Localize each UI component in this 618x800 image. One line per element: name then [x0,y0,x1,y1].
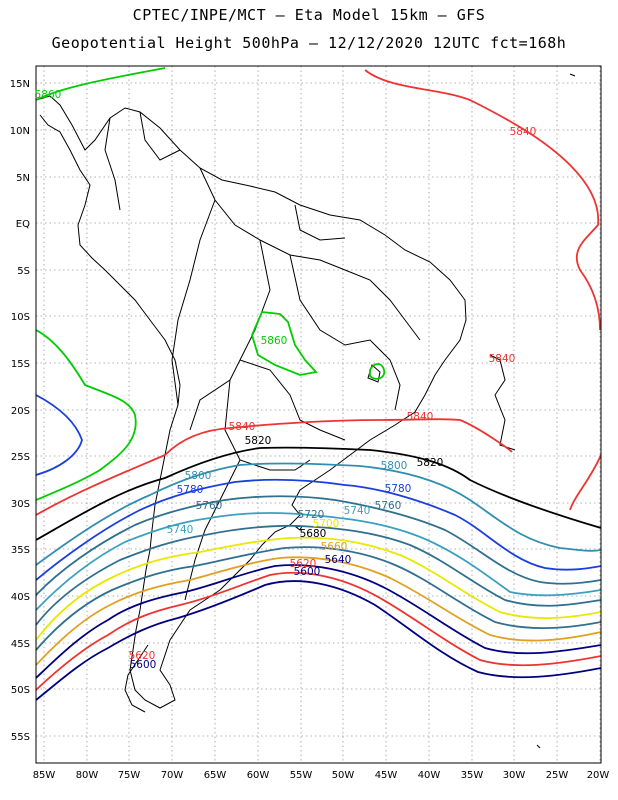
lon-tick-label: 25W [546,770,569,781]
lon-tick-label: 30W [503,770,526,781]
contour-5680 [36,546,601,651]
lon-tick-label: 85W [33,770,56,781]
contour-5700 [36,536,601,641]
latitude-labels: 15N 10N 5N EQ 5S 10S 15S 20S 25S 30S 35S 40S 45S 50S 5… [10,79,30,743]
lat-tick-label: 10N [10,126,30,137]
contour-5800 [36,462,601,566]
lon-tick-label: 80W [76,770,99,781]
contour-label: 5760 [375,500,402,512]
lon-tick-label: 55W [290,770,313,781]
contour-label: 5640 [325,554,352,566]
contour-label: 5720 [298,509,325,521]
contour-label: 5780 [177,484,204,496]
coastline [36,95,467,713]
contour-5860-central [251,311,318,376]
contour-5600 [36,580,601,701]
lat-tick-label: 5S [17,266,30,277]
contour-labels: 5860 5860 5840 5840 5840 5840 5820 5820 5800 5800… [35,89,537,671]
contour-label: 5760 [196,500,223,512]
lat-tick-label: 40S [11,592,30,603]
contour-label: 5600 [294,566,321,578]
lon-tick-label: 20W [587,770,610,781]
graticule [36,66,601,763]
contour-label: 5820 [417,457,444,469]
contour-5780 [36,478,601,581]
contour-label: 5780 [385,483,412,495]
contour-label: 5860 [35,89,62,101]
contour-5620 [36,571,601,691]
map-title-line1: CPTEC/INPE/MCT – Eta Model 15km – GFS [132,6,486,24]
lon-tick-label: 45W [375,770,398,781]
contour-label: 5860 [261,335,288,347]
lat-tick-label: 5N [16,173,30,184]
lat-tick-label: EQ [16,219,30,230]
map-title-line2: Geopotential Height 500hPa – 12/12/2020 … [51,34,567,52]
contour-label: 5800 [381,460,408,472]
lat-tick-label: 15S [11,359,30,370]
lon-tick-label: 40W [418,770,441,781]
longitude-labels: 85W 80W 75W 70W 65W 60W 55W 50W 45W 40W 35W 30W 25W 2… [33,770,610,781]
lat-tick-label: 45S [11,639,30,650]
contour-label: 5840 [407,411,434,423]
contour-5840-main [36,418,513,516]
contour-label: 5820 [245,435,272,447]
lon-tick-label: 75W [118,770,141,781]
contour-5840-east [569,454,601,511]
lon-tick-label: 35W [461,770,484,781]
contour-label: 5620 [129,650,156,662]
contour-label: 5620 [290,558,317,570]
lat-tick-label: 10S [11,312,30,323]
contour-label: 5740 [344,505,371,517]
contour-label: 5840 [489,353,516,365]
lat-tick-label: 50S [11,685,30,696]
contour-5840-west-blue [36,394,83,476]
contour-5740 [36,512,601,611]
contour-5760 [36,495,601,596]
contour-5860-north [36,67,166,101]
contour-label: 5680 [300,528,327,540]
contour-label: 5700 [313,518,340,530]
contour-5860-west [36,329,137,501]
lon-tick-label: 70W [161,770,184,781]
lat-tick-label: 35S [11,545,30,556]
lat-tick-label: 55S [11,732,30,743]
lat-tick-label: 25S [11,452,30,463]
lon-tick-label: 60W [247,770,270,781]
contour-5860-small [369,363,386,380]
lat-tick-label: 30S [11,499,30,510]
contour-label: 5600 [130,659,157,671]
contour-label: 5660 [321,541,348,553]
contour-5820 [36,446,601,541]
contour-5840-northeast [364,69,601,331]
lon-tick-label: 65W [204,770,227,781]
contour-5720 [36,524,601,626]
contour-5640 [36,564,601,679]
lon-tick-label: 50W [332,770,355,781]
contour-label: 5800 [185,470,212,482]
contour-5660 [36,556,601,666]
map-frame [35,65,602,764]
contour-label: 5840 [510,126,537,138]
lat-tick-label: 20S [11,406,30,417]
contour-label: 5840 [229,421,256,433]
lat-tick-label: 15N [10,79,30,90]
contour-label: 5740 [167,524,194,536]
